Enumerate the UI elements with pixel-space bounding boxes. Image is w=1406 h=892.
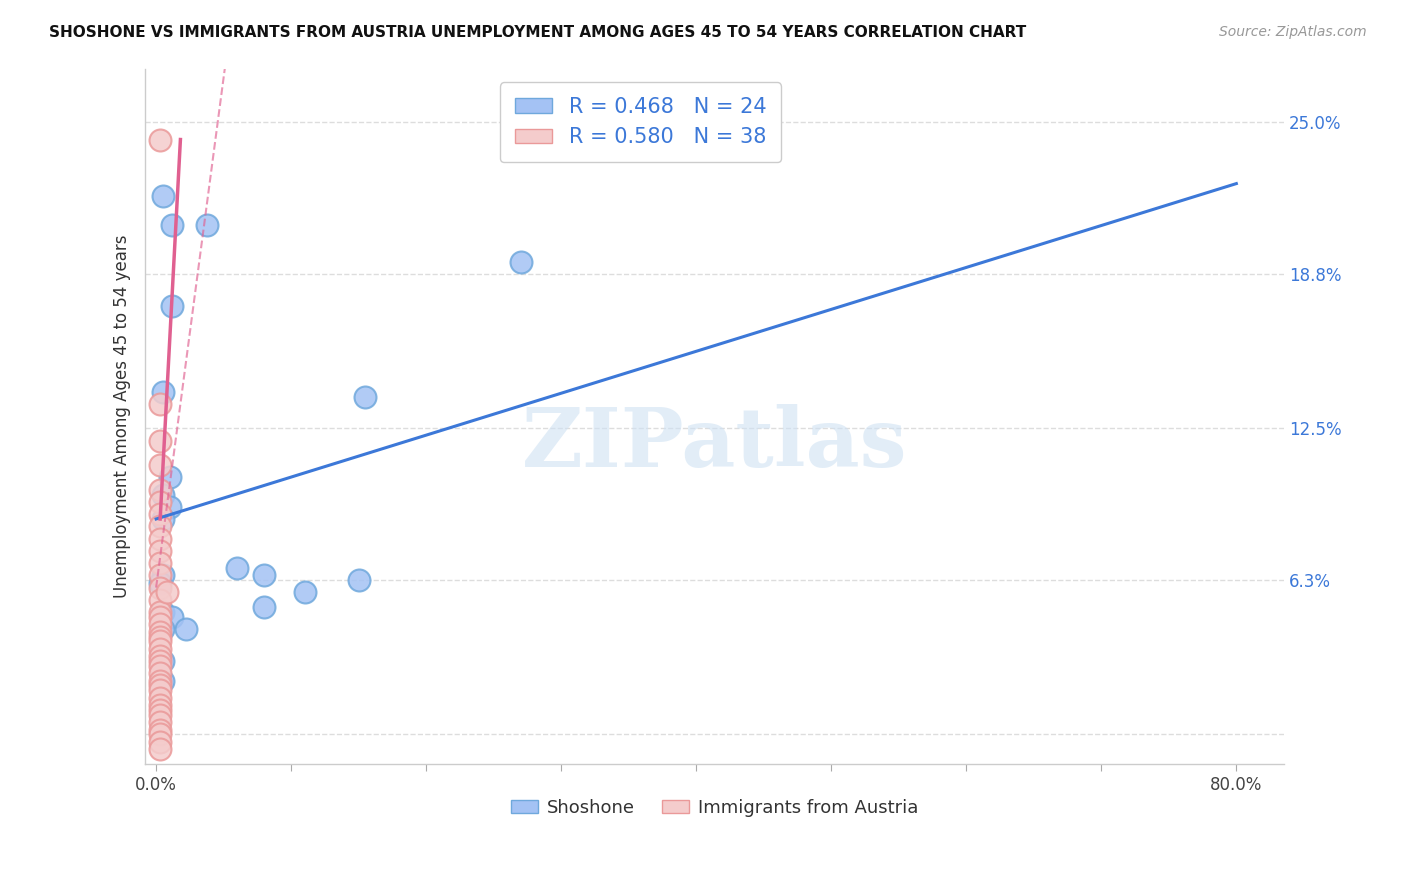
Point (149, 568, 172, 582)
Point (152, 487, 174, 501)
Point (347, 573, 370, 587)
Point (197, 218, 219, 232)
Point (149, 495, 172, 509)
Point (253, 600, 276, 615)
Point (149, 742, 172, 756)
Legend: Shoshone, Immigrants from Austria: Shoshone, Immigrants from Austria (503, 792, 925, 824)
Point (152, 605, 174, 619)
Point (149, 673, 172, 688)
Point (152, 189, 174, 203)
Point (149, 715, 172, 730)
Point (149, 690, 172, 705)
Point (149, 605, 172, 619)
Point (156, 585, 179, 599)
Point (354, 390, 377, 404)
Point (152, 673, 174, 688)
Point (149, 683, 172, 698)
Point (152, 654, 174, 668)
Point (149, 727, 172, 741)
Point (149, 581, 172, 595)
Point (149, 703, 172, 717)
Point (226, 561, 249, 575)
Point (149, 575, 172, 590)
Point (162, 218, 184, 232)
Text: SHOSHONE VS IMMIGRANTS FROM AUSTRIA UNEMPLOYMENT AMONG AGES 45 TO 54 YEARS CORRE: SHOSHONE VS IMMIGRANTS FROM AUSTRIA UNEM… (49, 25, 1026, 40)
Point (294, 585, 316, 599)
Point (149, 649, 172, 664)
Point (149, 556, 172, 570)
Point (509, 255, 531, 269)
Point (174, 622, 197, 636)
Point (149, 617, 172, 632)
Point (149, 610, 172, 624)
Point (149, 707, 172, 722)
Point (152, 622, 174, 636)
Point (152, 568, 174, 582)
Point (149, 654, 172, 668)
Point (152, 384, 174, 399)
Text: Source: ZipAtlas.com: Source: ZipAtlas.com (1219, 25, 1367, 39)
Y-axis label: Unemployment Among Ages 45 to 54 years: Unemployment Among Ages 45 to 54 years (114, 235, 131, 598)
Point (149, 666, 172, 681)
Point (149, 544, 172, 558)
Point (149, 698, 172, 712)
Point (149, 735, 172, 749)
Point (149, 458, 172, 472)
Point (162, 299, 184, 313)
Point (253, 568, 276, 582)
Point (152, 512, 174, 526)
Point (149, 634, 172, 648)
Point (149, 659, 172, 673)
Point (159, 470, 181, 484)
Point (149, 532, 172, 546)
Point (159, 500, 181, 514)
Point (149, 507, 172, 521)
Point (149, 132, 172, 146)
Point (162, 610, 184, 624)
Point (149, 678, 172, 692)
Text: ZIPatlas: ZIPatlas (522, 404, 907, 484)
Point (149, 483, 172, 497)
Point (149, 592, 172, 607)
Point (149, 641, 172, 656)
Point (149, 519, 172, 533)
Point (149, 723, 172, 737)
Point (149, 397, 172, 411)
Point (149, 624, 172, 639)
Point (149, 434, 172, 448)
Point (149, 630, 172, 644)
